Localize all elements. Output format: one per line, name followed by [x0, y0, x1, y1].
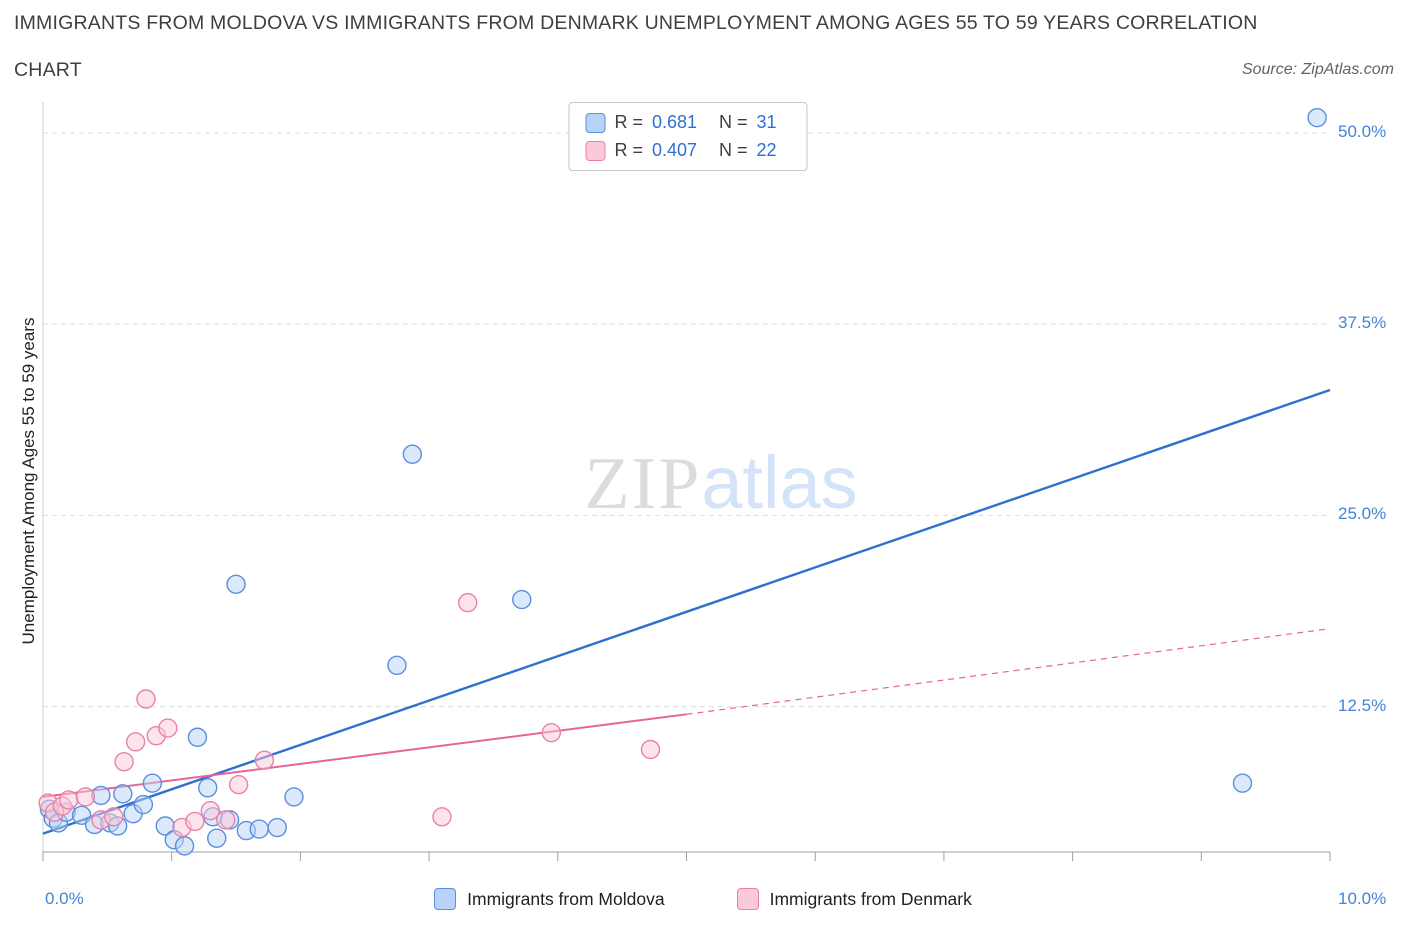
legend-item-denmark: Immigrants from Denmark: [736, 888, 972, 910]
n-label: N =: [719, 112, 748, 132]
chart-title-line2: CHART: [14, 59, 82, 81]
n-value-moldova: 31: [756, 112, 777, 132]
n-label: N =: [719, 140, 748, 160]
denmark-legend-label: Immigrants from Denmark: [769, 888, 972, 909]
r-value-denmark: 0.407: [652, 140, 698, 160]
chart-title-line1: IMMIGRANTS FROM MOLDOVA VS IMMIGRANTS FR…: [14, 12, 1258, 34]
y-tick-label: 50.0%: [1338, 121, 1387, 141]
legend-row-denmark: R = 0.407 N = 22: [585, 140, 790, 161]
legend-item-moldova: Immigrants from Moldova: [434, 888, 665, 910]
source-link[interactable]: Source: ZipAtlas.com: [1241, 61, 1394, 78]
series-legend: Immigrants from Moldova Immigrants from …: [0, 888, 1406, 910]
legend-row-moldova: R = 0.681 N = 31: [585, 112, 790, 133]
moldova-legend-swatch-icon: [434, 888, 457, 910]
moldova-swatch-icon: [585, 112, 606, 133]
r-value-moldova: 0.681: [652, 112, 698, 132]
n-value-denmark: 22: [756, 140, 777, 160]
x-tick-label-min: 0.0%: [45, 889, 84, 908]
correlation-legend-box: R = 0.681 N = 31 R = 0.407 N = 22: [568, 102, 808, 171]
moldova-legend-label: Immigrants from Moldova: [467, 888, 665, 909]
y-tick-label: 25.0%: [1338, 504, 1387, 524]
denmark-swatch-icon: [585, 140, 606, 161]
denmark-legend-swatch-icon: [736, 888, 759, 910]
x-tick-label-max: 10.0%: [1338, 889, 1387, 908]
r-label: R =: [614, 140, 643, 160]
r-label: R =: [614, 112, 643, 132]
y-tick-label: 12.5%: [1338, 695, 1387, 715]
y-tick-label: 37.5%: [1338, 313, 1387, 333]
